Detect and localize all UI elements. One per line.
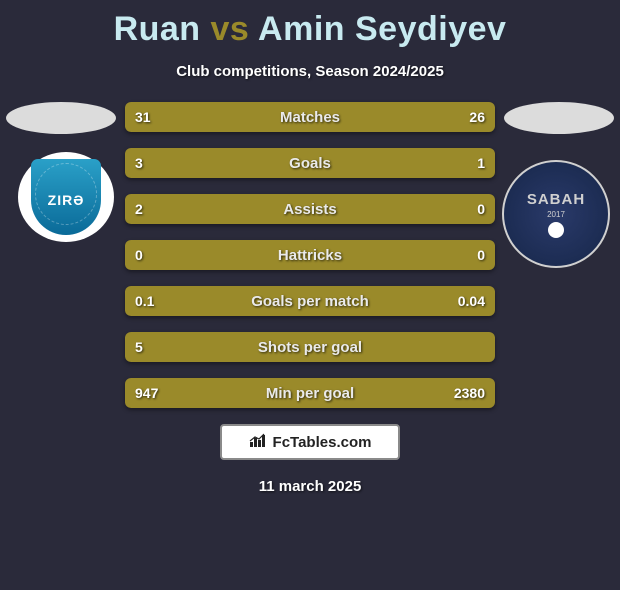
- stat-label: Shots per goal: [258, 339, 362, 356]
- title: Ruan vs Amin Seydiyev: [0, 10, 620, 49]
- team1-name: ZIRƏ: [48, 192, 85, 208]
- footer-brand-badge: FcTables.com: [220, 424, 400, 460]
- stat-value-left: 0: [135, 247, 143, 263]
- stat-value-right: 0: [477, 247, 485, 263]
- stat-bar: 31 Matches 26: [125, 102, 495, 132]
- team1-shield: ZIRƏ: [31, 159, 101, 235]
- stat-label: Assists: [283, 201, 336, 218]
- team2-name: SABAH: [527, 191, 585, 208]
- stat-value-right: 26: [469, 109, 485, 125]
- stat-value-right: 1: [477, 155, 485, 171]
- player1-ellipse: [6, 102, 116, 134]
- team2-year: 2017: [547, 210, 565, 219]
- stat-value-right: 2380: [454, 385, 485, 401]
- stat-value-left: 5: [135, 339, 143, 355]
- stat-bar: 947 Min per goal 2380: [125, 378, 495, 408]
- vs-text: vs: [211, 10, 250, 48]
- stat-bar: 0 Hattricks 0: [125, 240, 495, 270]
- main-stage: ZIRƏ SABAH 2017 31 Matches 26 3 Goals 1 2 Assis…: [0, 102, 620, 408]
- stat-label: Matches: [280, 109, 340, 126]
- chart-icon: [249, 432, 267, 453]
- footer-brand-text: FcTables.com: [273, 434, 372, 451]
- stat-label: Goals per match: [251, 293, 369, 310]
- stat-bar: 5 Shots per goal: [125, 332, 495, 362]
- stat-bar: 2 Assists 0: [125, 194, 495, 224]
- stat-value-right: 0: [477, 201, 485, 217]
- stat-value-left: 3: [135, 155, 143, 171]
- stat-bar: 0.1 Goals per match 0.04: [125, 286, 495, 316]
- stat-value-right: 0.04: [458, 293, 485, 309]
- stat-value-left: 31: [135, 109, 151, 125]
- team1-badge: ZIRƏ: [18, 152, 114, 242]
- ball-icon: [548, 222, 564, 238]
- stat-bar: 3 Goals 1: [125, 148, 495, 178]
- player2-name: Amin Seydiyev: [258, 10, 506, 48]
- player1-name: Ruan: [114, 10, 201, 48]
- stat-value-left: 0.1: [135, 293, 154, 309]
- footer-date: 11 march 2025: [0, 478, 620, 495]
- team2-shield: SABAH 2017: [516, 174, 596, 254]
- stat-value-left: 947: [135, 385, 158, 401]
- player2-ellipse: [504, 102, 614, 134]
- stat-label: Min per goal: [266, 385, 354, 402]
- stat-bars: 31 Matches 26 3 Goals 1 2 Assists 0 0 Hattricks 0 0.…: [125, 102, 495, 408]
- team2-badge: SABAH 2017: [502, 160, 610, 268]
- stat-value-left: 2: [135, 201, 143, 217]
- stat-label: Hattricks: [278, 247, 342, 264]
- stat-label: Goals: [289, 155, 331, 172]
- subtitle: Club competitions, Season 2024/2025: [0, 63, 620, 80]
